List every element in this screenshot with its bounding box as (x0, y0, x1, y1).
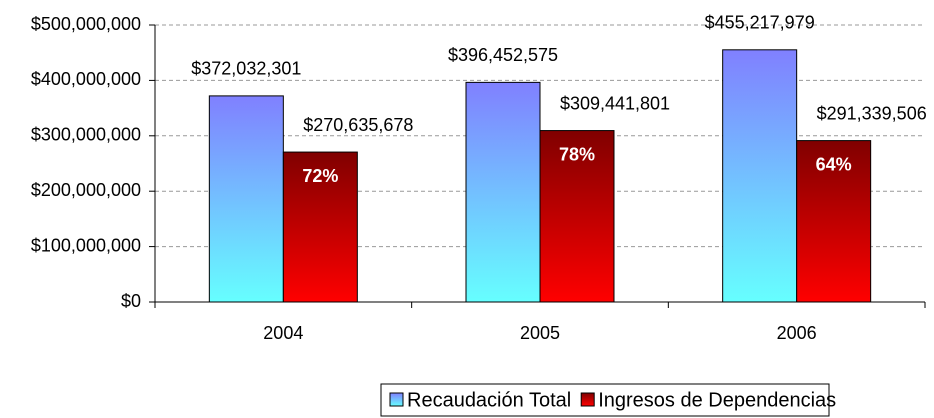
x-tick-label: 2006 (777, 323, 817, 343)
y-tick-label: $500,000,000 (31, 14, 141, 34)
value-label: $309,441,801 (560, 93, 670, 113)
legend-label: Recaudación Total (407, 389, 571, 411)
percent-label: 64% (816, 154, 852, 174)
value-label: $455,217,979 (705, 13, 815, 33)
y-tick-label: $100,000,000 (31, 235, 141, 255)
percent-label: 72% (302, 166, 338, 186)
percent-label: 78% (559, 144, 595, 164)
value-label: $396,452,575 (448, 45, 558, 65)
bar (796, 140, 872, 303)
y-tick-label: $300,000,000 (31, 125, 141, 145)
bar (208, 95, 284, 303)
value-label: $270,635,678 (303, 115, 413, 135)
value-label: $291,339,506 (817, 103, 927, 123)
legend-box (380, 383, 830, 417)
value-label: $372,032,301 (191, 59, 301, 79)
bar (282, 151, 358, 303)
bar (539, 130, 615, 303)
y-tick-label: $400,000,000 (31, 69, 141, 89)
x-tick-label: 2005 (520, 323, 560, 343)
legend-label: Ingresos de Dependencias (598, 389, 836, 411)
bar (722, 49, 798, 303)
legend-swatch (580, 392, 595, 407)
x-tick-label: 2004 (263, 323, 303, 343)
y-tick-label: $200,000,000 (31, 180, 141, 200)
legend-swatch (389, 392, 404, 407)
y-tick-label: $0 (121, 291, 141, 311)
bar (465, 81, 541, 303)
